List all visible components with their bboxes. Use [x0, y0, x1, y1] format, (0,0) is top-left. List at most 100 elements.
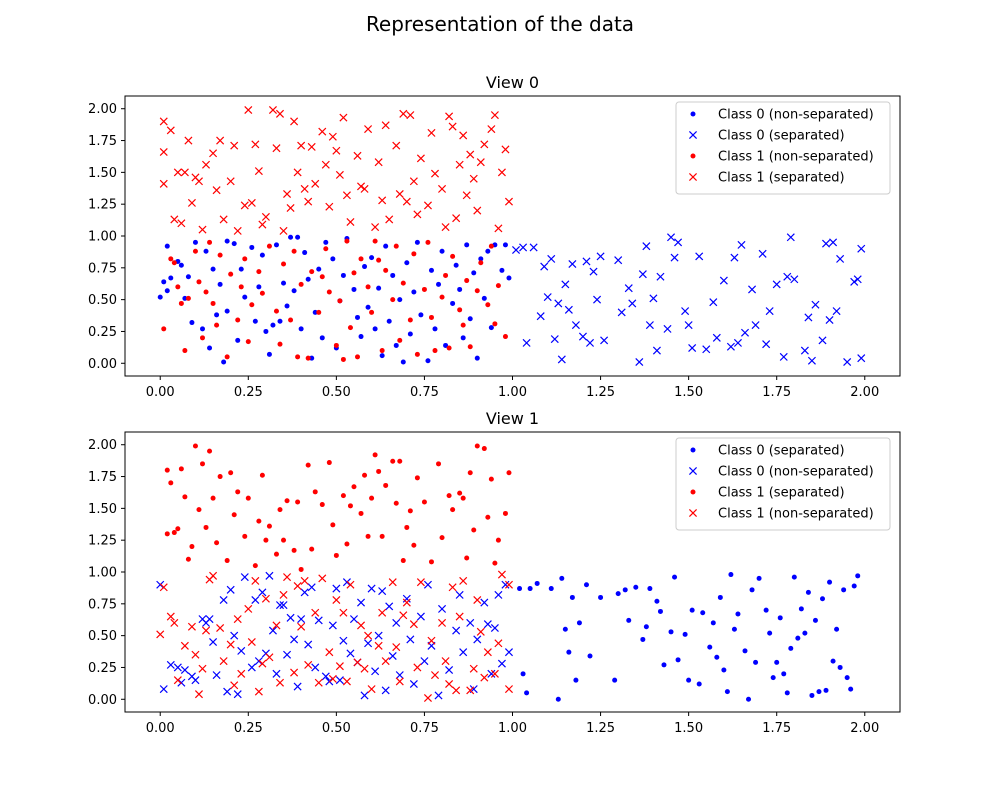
figure-title: Representation of the data — [366, 12, 634, 36]
data-point — [416, 154, 425, 163]
data-point — [735, 611, 741, 617]
data-point — [209, 637, 218, 647]
data-point — [217, 281, 223, 287]
axes-frame — [124, 95, 901, 377]
data-point — [798, 606, 804, 612]
data-point — [353, 151, 362, 160]
data-point — [506, 275, 512, 281]
data-point — [488, 243, 494, 249]
data-point — [393, 500, 399, 506]
data-point — [800, 346, 809, 355]
data-point — [286, 613, 295, 622]
data-point — [589, 267, 598, 276]
data-point — [855, 573, 861, 579]
data-point — [381, 121, 390, 130]
data-point — [242, 294, 248, 300]
data-point — [853, 275, 862, 284]
data-point — [390, 272, 396, 278]
data-point — [321, 672, 330, 681]
data-point — [203, 289, 209, 295]
data-point — [462, 191, 471, 200]
data-point — [504, 648, 514, 657]
data-point — [519, 243, 528, 252]
data-point — [214, 540, 220, 546]
x-tick-label: 0.25 — [234, 385, 263, 400]
data-point — [168, 256, 174, 262]
data-point — [210, 300, 216, 306]
data-point — [210, 495, 216, 501]
data-point — [478, 260, 484, 266]
data-point — [356, 621, 366, 630]
data-point — [291, 248, 297, 254]
data-point — [203, 524, 209, 530]
data-point — [480, 140, 489, 149]
data-point — [256, 518, 262, 524]
data-point — [455, 590, 464, 599]
data-point — [407, 508, 413, 514]
data-point — [307, 142, 316, 151]
data-point — [661, 662, 667, 668]
data-point — [290, 117, 299, 126]
data-point — [259, 252, 265, 258]
data-point — [304, 197, 313, 206]
data-point — [473, 206, 482, 215]
data-point — [371, 667, 380, 676]
data-point — [495, 283, 501, 289]
data-point — [471, 270, 477, 276]
data-point — [652, 346, 661, 355]
data-point — [283, 573, 292, 582]
data-point — [497, 659, 506, 668]
data-point — [297, 615, 306, 624]
data-point — [805, 589, 811, 595]
data-point — [173, 676, 182, 685]
data-point — [233, 226, 242, 235]
data-point — [207, 345, 213, 351]
data-point — [364, 631, 373, 640]
data-point — [266, 243, 272, 249]
data-point — [388, 651, 397, 661]
data-point — [194, 690, 204, 699]
data-point — [369, 309, 375, 315]
data-point — [254, 657, 263, 666]
data-point — [266, 351, 272, 357]
data-point — [177, 219, 186, 228]
data-point — [467, 470, 473, 476]
data-point — [474, 288, 480, 294]
data-point — [378, 608, 387, 617]
data-point — [804, 313, 813, 322]
data-point — [214, 312, 220, 318]
data-point — [452, 626, 461, 635]
data-point — [344, 238, 350, 244]
data-point — [159, 583, 168, 592]
data-point — [231, 241, 237, 247]
x-tick-label: 1.00 — [498, 385, 527, 400]
data-point — [485, 248, 491, 254]
data-point — [786, 233, 795, 242]
series-0-points — [517, 572, 861, 702]
data-point — [850, 277, 859, 286]
data-point — [438, 604, 447, 613]
data-point — [273, 551, 279, 557]
data-point — [342, 677, 351, 686]
data-point — [490, 623, 499, 633]
data-point — [164, 467, 170, 473]
data-point — [774, 659, 780, 665]
series-0-points — [157, 234, 512, 365]
legend-marker-x — [688, 172, 698, 182]
data-point — [779, 352, 788, 361]
data-point — [499, 267, 505, 273]
data-point — [561, 280, 570, 289]
data-point — [346, 649, 355, 658]
data-point — [536, 312, 545, 321]
data-point — [441, 223, 450, 232]
data-point — [249, 302, 255, 308]
data-point — [400, 280, 406, 286]
data-point — [657, 608, 663, 614]
data-point — [219, 215, 228, 224]
data-point — [714, 654, 720, 660]
data-point — [367, 685, 376, 694]
data-point — [748, 285, 757, 294]
data-point — [578, 332, 587, 341]
data-point — [365, 284, 371, 290]
data-point — [390, 297, 396, 303]
